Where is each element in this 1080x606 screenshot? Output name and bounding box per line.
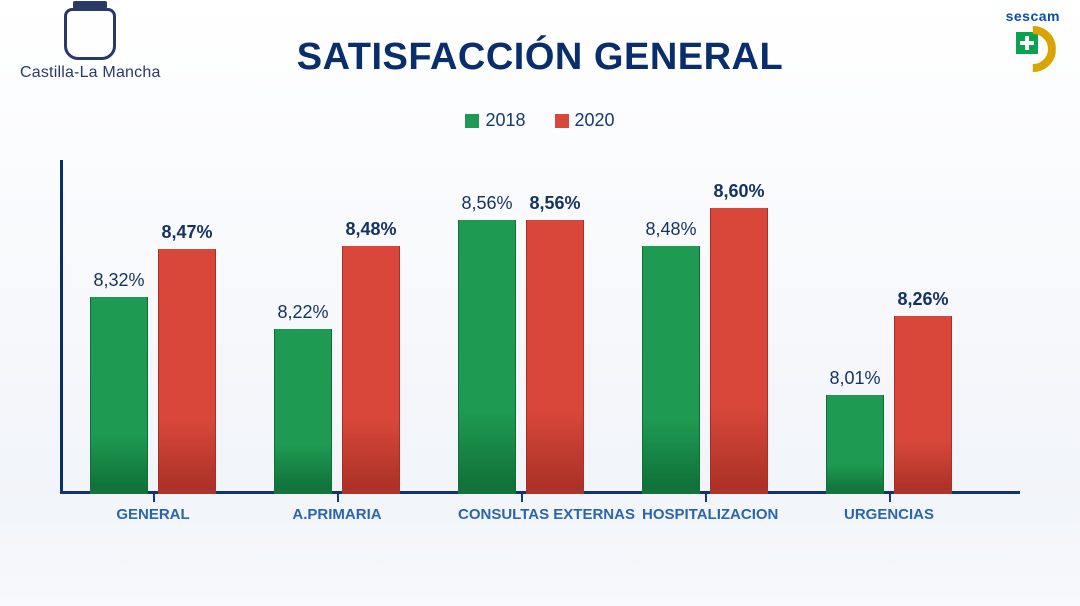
bar-value-label: 8,47%: [161, 222, 212, 243]
bar-2020: 8,60%: [710, 208, 768, 494]
bar-value-label: 8,32%: [93, 270, 144, 291]
legend-swatch-2020: [555, 114, 569, 128]
category-label: URGENCIAS: [826, 506, 952, 523]
bar-group: 8,22%8,48%A.PRIMARIA: [274, 160, 400, 494]
category-label: HOSPITALIZACION: [642, 506, 768, 523]
bar-2020: 8,47%: [158, 249, 216, 494]
axis-tick: [889, 494, 891, 502]
bar-2018: 8,01%: [826, 395, 884, 494]
axis-tick: [521, 494, 523, 502]
category-label: CONSULTAS EXTERNAS: [458, 506, 584, 523]
bar-group: 8,01%8,26%URGENCIAS: [826, 160, 952, 494]
bar-value-label: 8,22%: [277, 302, 328, 323]
chart-area: 8,32%8,47%GENERAL8,22%8,48%A.PRIMARIA8,5…: [60, 160, 1020, 536]
bar-2018: 8,22%: [274, 329, 332, 494]
legend-label: 2018: [485, 110, 525, 130]
category-label: A.PRIMARIA: [274, 506, 400, 523]
bar-2018: 8,56%: [458, 220, 516, 494]
bar-2020: 8,26%: [894, 316, 952, 494]
axis-tick: [153, 494, 155, 502]
brand-right-label: sescam: [1006, 8, 1060, 24]
bar-2020: 8,56%: [526, 220, 584, 494]
axis-tick: [337, 494, 339, 502]
bar-value-label: 8,01%: [829, 368, 880, 389]
legend-item: 2020: [555, 110, 615, 131]
bar-value-label: 8,48%: [645, 219, 696, 240]
bar-2020: 8,48%: [342, 246, 400, 494]
bar-value-label: 8,56%: [461, 193, 512, 214]
bar-2018: 8,32%: [90, 297, 148, 494]
category-label: GENERAL: [90, 506, 216, 523]
bar-value-label: 8,48%: [345, 219, 396, 240]
bar-value-label: 8,26%: [897, 289, 948, 310]
axis-tick: [705, 494, 707, 502]
chart-legend: 2018 2020: [0, 110, 1080, 131]
legend-item: 2018: [465, 110, 525, 131]
bar-value-label: 8,56%: [529, 193, 580, 214]
bar-group: 8,32%8,47%GENERAL: [90, 160, 216, 494]
legend-label: 2020: [575, 110, 615, 130]
bar-2018: 8,48%: [642, 246, 700, 494]
legend-swatch-2018: [465, 114, 479, 128]
page-title: SATISFACCIÓN GENERAL: [0, 36, 1080, 79]
plot-area: 8,32%8,47%GENERAL 8,22%8,48%A.PRIMARIA 8,5…: [60, 160, 1020, 494]
bar-group: 8,48%8,60%HOSPITALIZACION: [642, 160, 768, 494]
bar-group: 8,56%8,56%CONSULTAS EXTERNAS: [458, 160, 584, 494]
bar-value-label: 8,60%: [713, 181, 764, 202]
